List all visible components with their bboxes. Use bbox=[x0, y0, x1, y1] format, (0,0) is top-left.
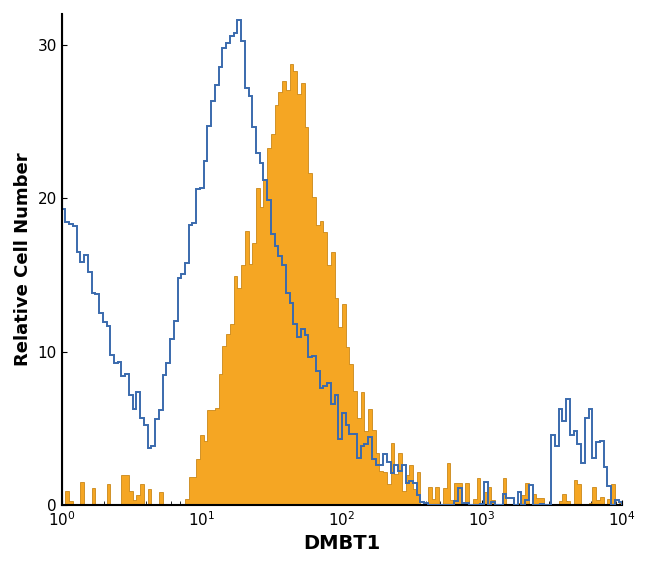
Y-axis label: Relative Cell Number: Relative Cell Number bbox=[14, 153, 32, 366]
X-axis label: DMBT1: DMBT1 bbox=[304, 534, 381, 553]
